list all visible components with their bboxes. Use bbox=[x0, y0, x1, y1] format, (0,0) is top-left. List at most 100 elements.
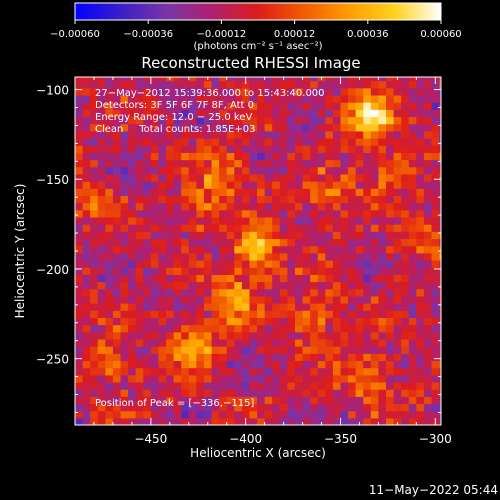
heatmap-cell bbox=[431, 137, 440, 146]
heatmap-cell bbox=[211, 274, 220, 283]
heatmap-cell bbox=[241, 224, 251, 232]
heatmap-cell bbox=[211, 87, 220, 96]
heatmap-cell bbox=[143, 381, 152, 390]
heatmap-cell bbox=[363, 166, 372, 175]
heatmap-cell bbox=[393, 310, 402, 318]
heatmap-cell bbox=[317, 195, 326, 204]
heatmap-cell bbox=[340, 145, 349, 153]
heatmap-cell bbox=[363, 116, 372, 125]
heatmap-cell bbox=[128, 166, 137, 175]
heatmap-cell bbox=[431, 173, 440, 182]
heatmap-cell bbox=[112, 274, 122, 283]
heatmap-cell bbox=[257, 130, 266, 139]
heatmap-cell bbox=[302, 80, 311, 89]
heatmap-cell bbox=[393, 324, 402, 333]
heatmap-cell bbox=[97, 410, 106, 419]
heatmap-cell bbox=[416, 152, 425, 161]
heatmap-cell bbox=[97, 367, 106, 376]
heatmap-cell bbox=[272, 94, 281, 103]
heatmap-cell bbox=[416, 360, 425, 369]
heatmap-cell bbox=[302, 360, 311, 369]
heatmap-cell bbox=[166, 216, 175, 225]
heatmap-cell bbox=[143, 195, 152, 204]
heatmap-cell bbox=[135, 331, 144, 340]
heatmap-cell bbox=[82, 80, 91, 89]
heatmap-cell bbox=[439, 252, 441, 261]
heatmap-cell bbox=[158, 288, 167, 297]
heatmap-cell bbox=[302, 267, 311, 275]
heatmap-cell bbox=[196, 303, 205, 311]
heatmap-cell bbox=[241, 216, 251, 225]
heatmap-cell bbox=[203, 166, 213, 175]
heatmap-cell bbox=[423, 274, 433, 283]
heatmap-cell bbox=[393, 410, 402, 419]
heatmap-cell bbox=[158, 317, 167, 326]
heatmap-cell bbox=[249, 288, 258, 297]
heatmap-cell bbox=[112, 367, 122, 376]
heatmap-cell bbox=[234, 195, 243, 204]
heatmap-cell bbox=[408, 77, 417, 82]
heatmap-cell bbox=[143, 116, 152, 125]
heatmap-cell bbox=[370, 267, 380, 275]
heatmap-cell bbox=[332, 274, 342, 283]
heatmap-cell bbox=[370, 80, 380, 89]
heatmap-cell bbox=[310, 381, 319, 390]
heatmap-cell bbox=[82, 374, 91, 383]
heatmap-cell bbox=[112, 310, 122, 318]
heatmap-cell bbox=[431, 123, 440, 132]
heatmap-cell bbox=[135, 403, 144, 412]
heatmap-cell bbox=[257, 195, 266, 204]
heatmap-cell bbox=[75, 130, 84, 139]
heatmap-cell bbox=[401, 181, 410, 189]
heatmap-cell bbox=[439, 324, 441, 333]
heatmap-cell bbox=[75, 346, 84, 354]
heatmap-cell bbox=[219, 396, 228, 405]
heatmap-cell bbox=[423, 130, 433, 139]
heatmap-cell bbox=[355, 417, 364, 425]
heatmap-cell bbox=[75, 317, 84, 326]
heatmap-cell bbox=[173, 403, 182, 412]
heatmap-cell bbox=[249, 396, 258, 405]
heatmap-cell bbox=[332, 288, 342, 297]
heatmap-cell bbox=[363, 231, 372, 240]
heatmap-cell bbox=[241, 145, 251, 153]
heatmap-cell bbox=[401, 216, 410, 225]
heatmap-cell bbox=[196, 166, 205, 175]
heatmap-cell bbox=[249, 252, 258, 261]
heatmap-cell bbox=[75, 102, 84, 110]
heatmap-cell bbox=[143, 109, 152, 118]
heatmap-cell bbox=[241, 331, 251, 340]
heatmap-cell bbox=[325, 403, 334, 412]
heatmap-cell bbox=[416, 331, 425, 340]
heatmap-cell bbox=[378, 94, 387, 103]
heatmap-cell bbox=[279, 317, 288, 326]
heatmap-cell bbox=[188, 310, 197, 318]
heatmap-cell bbox=[401, 338, 410, 347]
heatmap-cell bbox=[135, 267, 144, 275]
heatmap-cell bbox=[257, 152, 266, 161]
heatmap-cell bbox=[196, 281, 205, 290]
heatmap-cell bbox=[408, 353, 417, 362]
heatmap-cell bbox=[97, 331, 106, 340]
heatmap-cell bbox=[203, 216, 213, 225]
heatmap-cell bbox=[340, 137, 349, 146]
heatmap-cell bbox=[97, 109, 106, 118]
heatmap-cell bbox=[378, 360, 387, 369]
heatmap-cell bbox=[355, 346, 364, 354]
heatmap-cell bbox=[249, 259, 258, 268]
heatmap-cell bbox=[234, 360, 243, 369]
heatmap-cell bbox=[439, 195, 441, 204]
heatmap-cell bbox=[97, 360, 106, 369]
heatmap-cell bbox=[105, 80, 114, 89]
heatmap-cell bbox=[302, 367, 311, 376]
heatmap-cell bbox=[325, 231, 334, 240]
heatmap-cell bbox=[241, 195, 251, 204]
heatmap-cell bbox=[143, 87, 152, 96]
heatmap-cell bbox=[378, 367, 387, 376]
heatmap-cell bbox=[393, 202, 402, 211]
heatmap-cell bbox=[173, 367, 182, 376]
heatmap-cell bbox=[166, 152, 175, 161]
heatmap-cell bbox=[158, 173, 167, 182]
heatmap-cell bbox=[75, 80, 84, 89]
heatmap-cell bbox=[143, 152, 152, 161]
